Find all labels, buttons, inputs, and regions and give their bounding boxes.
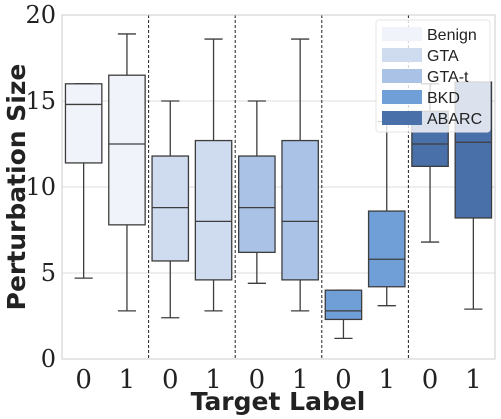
legend-item: Benign xyxy=(382,27,477,44)
box-gta-0 xyxy=(151,100,190,319)
legend-item: GTA xyxy=(382,48,459,65)
box-body xyxy=(281,139,319,281)
legend-label: ABARC xyxy=(427,111,482,128)
legend-swatch xyxy=(382,111,422,125)
box-bkd-0 xyxy=(324,289,363,340)
box-gta-t-1 xyxy=(281,38,319,312)
x-tick-label: 1 xyxy=(378,365,395,395)
x-tick-label: 0 xyxy=(162,365,179,395)
y-tick-label: 20 xyxy=(25,1,56,29)
x-tick-label: 0 xyxy=(335,365,352,395)
legend-label: BKD xyxy=(427,90,460,107)
box-body xyxy=(238,155,276,254)
plot-frame xyxy=(61,14,496,360)
legend-item: BKD xyxy=(382,90,460,107)
legend-swatch xyxy=(382,48,422,62)
legend-swatch xyxy=(382,69,422,83)
y-tick-label: 5 xyxy=(41,259,56,287)
x-tick-label: 1 xyxy=(119,365,136,395)
legend-swatch xyxy=(382,90,422,104)
legend-item: GTA-t xyxy=(382,69,469,86)
legend-swatch xyxy=(382,27,422,41)
x-tick-label: 0 xyxy=(422,365,439,395)
box-gta-t-0 xyxy=(238,100,276,284)
legend-label: GTA-t xyxy=(427,69,469,86)
x-tick-label: 0 xyxy=(75,365,92,395)
legend-item: ABARC xyxy=(382,111,482,128)
box-benign-0 xyxy=(64,83,103,279)
x-tick-label: 1 xyxy=(465,365,482,395)
box-bkd-1 xyxy=(367,120,406,307)
x-tick-label: 1 xyxy=(205,365,222,395)
box-body xyxy=(64,83,103,164)
box-benign-1 xyxy=(108,33,146,312)
group-separators xyxy=(148,15,409,359)
legend-label: GTA xyxy=(427,48,459,65)
box-body xyxy=(151,155,190,262)
box-body xyxy=(367,210,406,288)
y-tick-label: 10 xyxy=(25,173,56,201)
box-gta-1 xyxy=(194,38,233,312)
legend: Benign GTA GTA-t BKD ABARC xyxy=(375,19,491,133)
box-body xyxy=(194,139,233,281)
x-tick-label: 1 xyxy=(292,365,309,395)
y-axis-label: Perturbation Size xyxy=(2,64,31,311)
x-axis-label: Target Label xyxy=(191,387,366,416)
x-tick-label: 0 xyxy=(249,365,266,395)
y-tick-label: 0 xyxy=(41,345,56,373)
box-body xyxy=(108,74,146,226)
legend-label: Benign xyxy=(427,27,477,44)
y-tick-label: 15 xyxy=(25,87,56,115)
boxes xyxy=(64,33,493,340)
y-ticks: 0 5 10 15 20 xyxy=(25,1,56,373)
box-body xyxy=(324,289,363,321)
